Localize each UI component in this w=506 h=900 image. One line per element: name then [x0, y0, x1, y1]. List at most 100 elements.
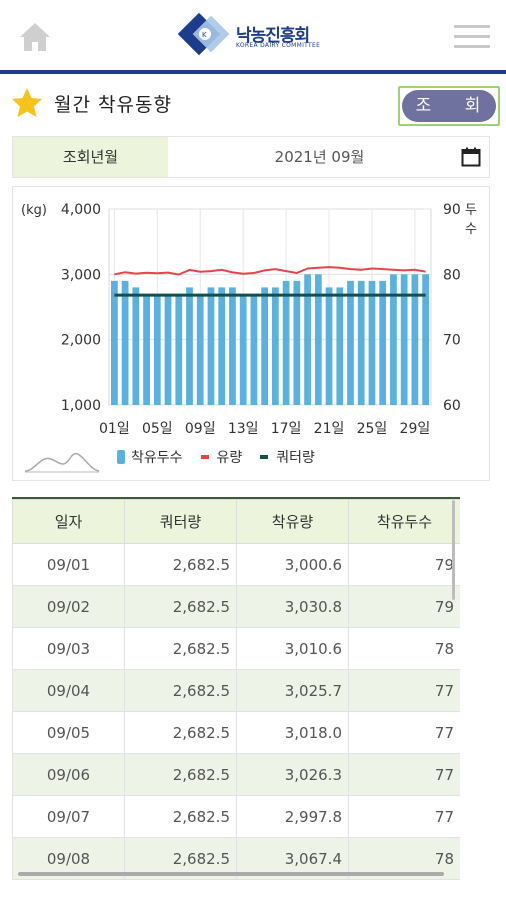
cell-quota: 2,682.5: [124, 585, 237, 628]
bar-heads: [272, 287, 279, 405]
y-left-tick-label: 2,000: [61, 333, 101, 349]
cell-heads: 77: [348, 753, 460, 796]
bar-heads: [186, 287, 193, 405]
bar-heads: [379, 280, 387, 405]
table-header-row: 일자 쿼터량 착유량 착유두수: [12, 499, 460, 544]
bar-heads: [357, 280, 365, 405]
bar-heads: [143, 293, 150, 405]
app-header: K 낙농진흥회 KOREA DAIRY COMMITTEE: [0, 0, 506, 74]
menu-line-icon: [454, 25, 490, 28]
cell-date: 09/02: [12, 585, 125, 628]
legend-item-heads[interactable]: 착유두수: [117, 447, 183, 467]
chart-thumbnail-icon[interactable]: [23, 449, 103, 475]
bar-heads: [132, 287, 140, 405]
bar-heads: [207, 287, 215, 405]
cell-quota: 2,682.5: [124, 711, 237, 754]
cell-yield: 3,025.7: [236, 669, 349, 712]
y-right-tick-label: 60: [443, 398, 461, 414]
page-title: 월간 착유동향: [54, 94, 172, 116]
column-header-yield[interactable]: 착유량: [236, 499, 349, 544]
table-row[interactable]: 09/04 2,682.5 3,025.7 77: [12, 669, 460, 712]
x-tick-label: 29일: [400, 421, 431, 437]
cell-heads: 77: [348, 711, 460, 754]
month-picker[interactable]: 2021년 09월: [274, 148, 365, 166]
vertical-scrollbar[interactable]: [452, 500, 455, 600]
data-table[interactable]: 일자 쿼터량 착유량 착유두수 09/01 2,682.5 3,000.6 79…: [12, 497, 460, 882]
cell-yield: 3,000.6: [236, 543, 349, 586]
logo-text: 낙농진흥회: [236, 26, 310, 46]
table-row[interactable]: 09/02 2,682.5 3,030.8 79: [12, 585, 460, 628]
y-left-unit-label: (kg): [21, 203, 47, 218]
horizontal-scrollbar[interactable]: [18, 872, 444, 876]
cell-yield: 3,026.3: [236, 753, 349, 796]
cell-heads: 77: [348, 795, 460, 838]
star-icon: [12, 88, 42, 117]
bar-heads: [325, 287, 333, 405]
menu-button[interactable]: [454, 18, 490, 54]
y-right-tick-label: 90: [443, 202, 461, 218]
search-button[interactable]: 조 회: [398, 86, 500, 126]
menu-line-icon: [454, 45, 490, 48]
chart-legend: 착유두수 유량 쿼터량: [117, 445, 333, 469]
svg-text:K: K: [202, 31, 207, 39]
bar-heads: [400, 274, 408, 405]
bar-heads: [411, 274, 419, 405]
bar-heads: [250, 293, 258, 405]
bar-heads: [304, 274, 311, 405]
bar-heads: [121, 280, 129, 405]
column-header-heads[interactable]: 착유두수: [348, 499, 460, 544]
y-right-tick-label: 80: [443, 267, 461, 283]
y-left-tick-label: 4,000: [61, 202, 101, 218]
y-right-unit-label: 수: [465, 222, 477, 237]
cell-heads: 78: [348, 627, 460, 670]
cell-date: 09/07: [12, 795, 125, 838]
bar-heads: [422, 274, 429, 405]
cell-heads: 77: [348, 669, 460, 712]
bar-heads: [347, 280, 354, 405]
legend-bar-swatch: [117, 450, 125, 464]
legend-label: 쿼터량: [276, 450, 315, 466]
y-left-tick-label: 3,000: [61, 267, 101, 283]
y-right-tick-label: 70: [443, 333, 461, 349]
cell-date: 09/01: [12, 543, 125, 586]
cell-quota: 2,682.5: [124, 753, 237, 796]
bar-heads: [336, 287, 344, 405]
date-filter: 조회년월 2021년 09월: [12, 136, 490, 178]
x-tick-label: 09일: [185, 421, 216, 437]
legend-item-yield[interactable]: 유량: [200, 447, 243, 467]
bar-heads: [196, 293, 204, 405]
logo-subtitle: KOREA DAIRY COMMITTEE: [236, 42, 321, 49]
logo: K 낙농진흥회 KOREA DAIRY COMMITTEE: [177, 12, 338, 61]
combo-chart: 4,000 3,000 2,000 1,000 (kg) 90 80 70 60 두수 01일 05일…: [21, 202, 477, 437]
table-row[interactable]: 09/05 2,682.5 3,018.0 77: [12, 711, 460, 754]
legend-item-quota[interactable]: 쿼터량: [260, 447, 315, 467]
bar-heads: [175, 293, 183, 405]
legend-label: 유량: [216, 450, 243, 466]
cell-heads: 79: [348, 543, 460, 586]
legend-line-swatch: [200, 455, 209, 459]
table-row[interactable]: 09/03 2,682.5 3,010.6 78: [12, 627, 460, 670]
home-button[interactable]: [18, 20, 52, 54]
x-tick-label: 25일: [357, 421, 388, 437]
table-row[interactable]: 09/07 2,682.5 2,997.8 77: [12, 795, 460, 838]
legend-label: 착유두수: [131, 450, 183, 466]
cell-heads: 79: [348, 585, 460, 628]
legend-line-swatch: [260, 455, 269, 459]
column-header-date[interactable]: 일자: [12, 499, 125, 544]
cell-yield: 3,018.0: [236, 711, 349, 754]
column-header-quota[interactable]: 쿼터량: [124, 499, 237, 544]
menu-line-icon: [454, 35, 490, 38]
bar-heads: [314, 274, 322, 405]
x-tick-label: 17일: [271, 421, 302, 437]
table-row[interactable]: 09/01 2,682.5 3,000.6 79: [12, 543, 460, 586]
bar-heads: [282, 280, 290, 405]
x-tick-label: 13일: [228, 421, 259, 437]
cell-date: 09/05: [12, 711, 125, 754]
bar-heads: [239, 293, 247, 405]
bar-heads: [261, 287, 268, 405]
calendar-icon[interactable]: [461, 147, 481, 167]
table-row[interactable]: 09/06 2,682.5 3,026.3 77: [12, 753, 460, 796]
cell-yield: 2,997.8: [236, 795, 349, 838]
date-filter-label: 조회년월: [13, 137, 168, 177]
bar-heads: [111, 280, 118, 405]
